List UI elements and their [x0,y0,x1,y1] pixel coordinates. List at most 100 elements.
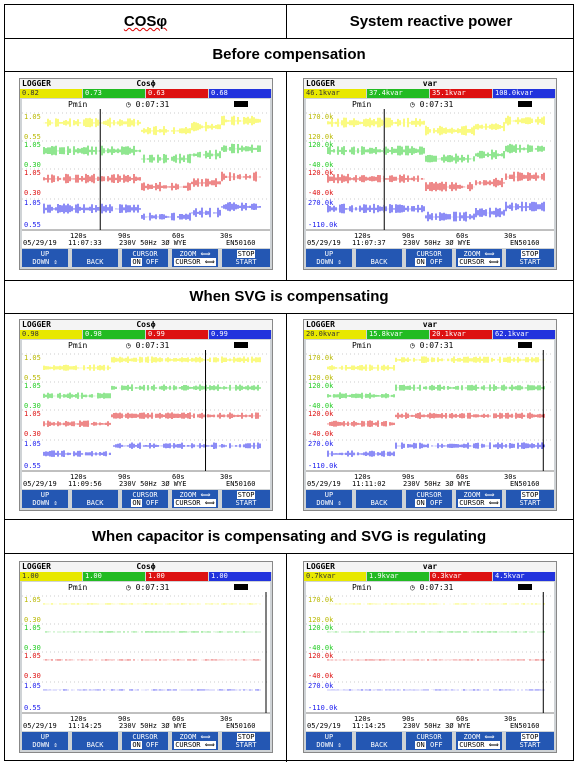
cursor-button[interactable]: CURSOR ON OFF [406,490,452,508]
phase-value: 0.99 [209,330,271,339]
softkey-bar: UP DOWN ⇕ BACK CURSOR ON OFF ZOOM ⟺ CURSOR ⟺ ST… [306,249,554,267]
softkey-bar: UP DOWN ⇕ BACK CURSOR ON OFF ZOOM ⟺ CURSOR ⟺ ST… [306,732,554,750]
logger-label: LOGGER [22,79,51,88]
phase-value: 0.3kvar [430,572,492,581]
trend-svg: Pmin ◷ 0:07:31170.0k120.0k120.0k-40.0k120… [306,341,554,480]
zoom-button[interactable]: ZOOM ⟺ CURSOR ⟺ [456,490,502,508]
axis-top-label: 1.05 [24,440,41,448]
time-tick-label: 90s [118,473,131,480]
time-tick-label: 120s [70,473,87,480]
back-button[interactable]: BACK [356,249,402,267]
stop-start-button[interactable]: STOP START [222,732,270,750]
logger-label: LOGGER [306,320,335,329]
time-tick-label: 60s [456,232,469,239]
up-down-button[interactable]: UP DOWN ⇕ [22,249,68,267]
axis-top-label: 270.0k [308,682,334,690]
axis-top-label: 1.05 [24,382,41,390]
back-button[interactable]: BACK [356,490,402,508]
section-title-before: Before compensation [212,46,366,63]
phase-value: 0.98 [20,330,82,339]
unit-label: Cosϕ [136,562,156,571]
back-button[interactable]: BACK [72,249,118,267]
back-button[interactable]: BACK [356,732,402,750]
time-tick-label: 90s [402,473,415,480]
phase-values: 1.00 1.00 1.00 1.00 [20,572,272,581]
trace-line [43,202,261,221]
col-divider [286,71,287,280]
trace-line [327,356,545,371]
axis-top-label: 1.05 [24,169,41,177]
axis-bottom-label: -110.0k [308,704,338,712]
phase-value: 0.68 [209,89,271,98]
clock-label: 11:09:56 [68,480,102,488]
stop-start-button[interactable]: STOP START [222,490,270,508]
up-down-button[interactable]: UP DOWN ⇕ [306,732,352,750]
up-down-button[interactable]: UP DOWN ⇕ [22,490,68,508]
clock-label: 11:14:25 [68,722,102,730]
axis-bottom-label: 0.30 [24,161,41,169]
cursor-button[interactable]: CURSOR ON OFF [406,249,452,267]
phase-values: 46.1kvar 37.4kvar 35.1kvar 108.0kvar [304,89,556,98]
trend-plot: Pmin ◷ 0:07:31 1.05 0.30 1.05 0.30 1.05 0.30 1.0… [22,582,270,722]
stop-start-button[interactable]: STOP START [222,249,270,267]
stop-start-button[interactable]: STOP START [506,490,554,508]
axis-bottom-label: 0.30 [24,402,41,410]
up-down-button[interactable]: UP DOWN ⇕ [306,490,352,508]
trace-line [43,603,261,605]
cursor-button[interactable]: CURSOR ON OFF [122,490,168,508]
zoom-button[interactable]: ZOOM ⟺ CURSOR ⟺ [456,732,502,750]
axis-bottom-label: 0.30 [24,616,41,624]
zoom-button[interactable]: ZOOM ⟺ CURSOR ⟺ [172,732,218,750]
axis-bottom-label: -40.0k [308,161,334,169]
up-down-button[interactable]: UP DOWN ⇕ [22,732,68,750]
back-button[interactable]: BACK [72,732,118,750]
logger-label: LOGGER [306,562,335,571]
logger-label: LOGGER [306,79,335,88]
axis-bottom-label: -40.0k [308,402,334,410]
standard-label: EN50160 [226,239,256,247]
cursor-button[interactable]: CURSOR ON OFF [122,249,168,267]
date-label: 05/29/19 [23,239,57,247]
stop-start-button[interactable]: STOP START [506,249,554,267]
timer-readout: ◷ 0:07:31 [126,341,170,350]
pmin-label: Pmin [68,341,87,350]
trend-plot: Pmin ◷ 0:07:31 170.0k 120.0k 120.0k -40.0k 120… [306,99,554,239]
axis-top-label: 270.0k [308,440,334,448]
softkey-bar: UP DOWN ⇕ BACK CURSOR ON OFF ZOOM ⟺ CURSOR ⟺ ST… [22,249,270,267]
stop-start-button[interactable]: STOP START [506,732,554,750]
date-label: 05/29/19 [307,722,341,730]
back-button[interactable]: BACK [72,490,118,508]
zoom-button[interactable]: ZOOM ⟺ CURSOR ⟺ [172,490,218,508]
standard-label: EN50160 [510,722,540,730]
trace-line [327,631,545,633]
axis-top-label: 1.05 [24,113,41,121]
battery-icon [518,342,532,348]
date-label: 05/29/19 [23,722,57,730]
time-tick-label: 120s [70,232,87,239]
time-tick-label: 120s [70,715,87,722]
trace-line [327,603,545,605]
unit-label: var [422,79,438,88]
pmin-label: Pmin [68,583,87,592]
axis-bottom-label: 120.0k [308,374,334,382]
row-divider [5,38,573,39]
zoom-button[interactable]: ZOOM ⟺ CURSOR ⟺ [172,249,218,267]
axis-bottom-label: -40.0k [308,644,334,652]
cursor-button[interactable]: CURSOR ON OFF [122,732,168,750]
up-down-button[interactable]: UP DOWN ⇕ [306,249,352,267]
phase-values: 20.0kvar 15.8kvar 20.1kvar 62.1kvar [304,330,556,339]
col-divider [286,553,287,762]
phase-value: 0.63 [146,89,208,98]
phase-value: 15.8kvar [367,330,429,339]
zoom-button[interactable]: ZOOM ⟺ CURSOR ⟺ [456,249,502,267]
trace-line [327,171,545,192]
logger-label: LOGGER [22,562,51,571]
cursor-button[interactable]: CURSOR ON OFF [406,732,452,750]
mains-label: 230V 50Hz 3Ø WYE [119,722,187,730]
date-label: 05/29/19 [23,480,57,488]
axis-top-label: 1.05 [24,354,41,362]
screen-title-bar: LOGGER Cosϕ [20,320,272,330]
clock-label: 11:07:37 [352,239,386,247]
axis-top-label: 120.0k [308,652,334,660]
time-tick-label: 120s [354,715,371,722]
